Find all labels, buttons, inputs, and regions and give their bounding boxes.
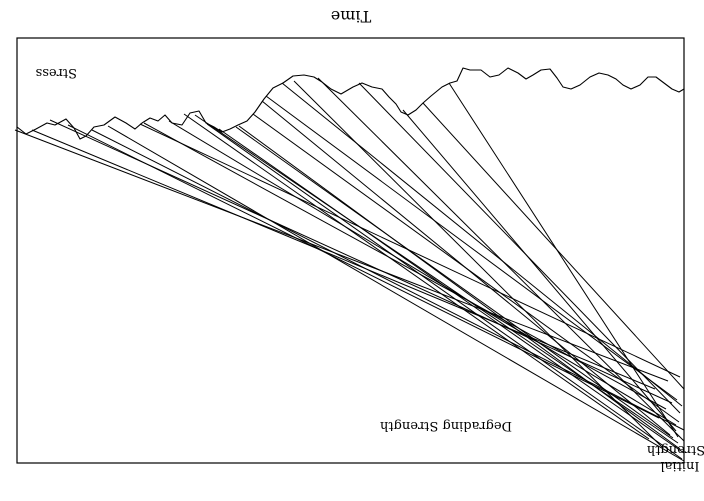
rotated-figure-group: Time Stress Degrading Strength Initial S…: [14, 7, 704, 473]
degrading-strength-line: [238, 125, 681, 450]
degrading-strength-line: [402, 109, 677, 432]
stress-curve: [16, 67, 685, 140]
plot-frame: [16, 37, 685, 464]
initial-strength-label-line1: Initial: [661, 458, 700, 473]
degrading-strength-line: [265, 95, 678, 401]
strength-lines: [14, 77, 685, 462]
degrading-strength-line: [14, 129, 669, 382]
initial-strength-label-line2: Strength: [646, 442, 704, 457]
stress-label: Stress: [36, 65, 77, 80]
degrading-strength-line: [67, 124, 660, 419]
degrading-strength-line: [261, 100, 671, 436]
degrading-strength-line: [183, 113, 650, 440]
degrading-strength-line: [91, 129, 685, 431]
degrading-strength-line: [293, 80, 663, 448]
degrading-strength-line: [448, 82, 679, 438]
degrading-strength-line: [31, 129, 656, 390]
degrading-strength-line: [168, 120, 677, 426]
degrading-strength-label: Degrading Strength: [379, 418, 512, 433]
degrading-strength-line: [107, 125, 685, 462]
degrading-strength-line: [422, 102, 685, 390]
degrading-strength-line: [194, 114, 679, 444]
degrading-strength-line: [143, 122, 667, 410]
degrading-strength-line: [139, 123, 681, 378]
degrading-strength-line: [358, 82, 681, 414]
degrading-strength-line: [206, 123, 683, 460]
x-axis-label: Time: [331, 7, 371, 26]
degrading-strength-line: [281, 82, 683, 407]
degrading-strength-line: [49, 119, 673, 404]
